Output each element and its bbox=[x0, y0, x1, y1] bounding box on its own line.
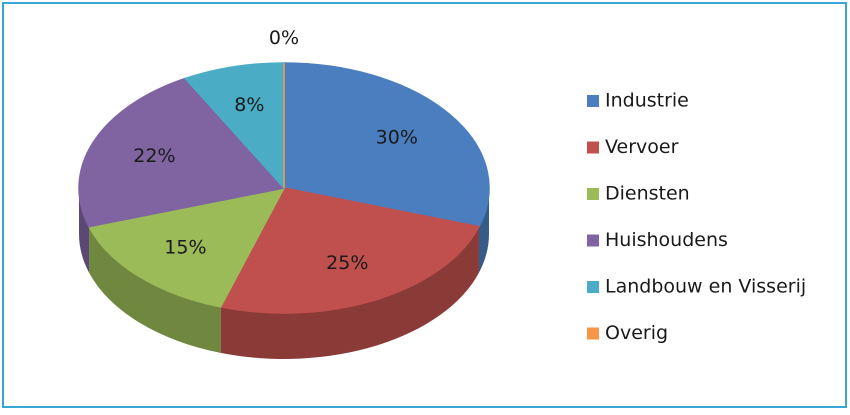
legend-swatch bbox=[587, 327, 599, 340]
legend-label: Diensten bbox=[605, 183, 690, 205]
data-label: 30% bbox=[376, 127, 418, 149]
slice bbox=[78, 77, 286, 228]
data-label: 22% bbox=[133, 145, 175, 167]
data-label: 8% bbox=[234, 94, 264, 116]
slice bbox=[219, 187, 481, 314]
data-label: 15% bbox=[164, 237, 206, 259]
slice-side bbox=[220, 226, 479, 359]
legend-swatch bbox=[587, 188, 599, 200]
data-label: 0% bbox=[269, 27, 299, 49]
slice bbox=[183, 62, 285, 190]
legend-label: Industrie bbox=[605, 90, 689, 112]
data-label: 25% bbox=[326, 252, 368, 274]
slice bbox=[283, 62, 490, 228]
legend-label: Overig bbox=[605, 322, 668, 344]
legend-label: Huishoudens bbox=[605, 229, 728, 251]
legend-swatch bbox=[587, 141, 599, 154]
slice-side bbox=[89, 226, 221, 353]
legend-label: Landbouw en Visserij bbox=[605, 276, 806, 298]
legend-label: Vervoer bbox=[605, 136, 679, 158]
legend-swatch bbox=[587, 234, 599, 247]
legend-swatch bbox=[587, 95, 599, 107]
legend-swatch bbox=[587, 281, 599, 293]
